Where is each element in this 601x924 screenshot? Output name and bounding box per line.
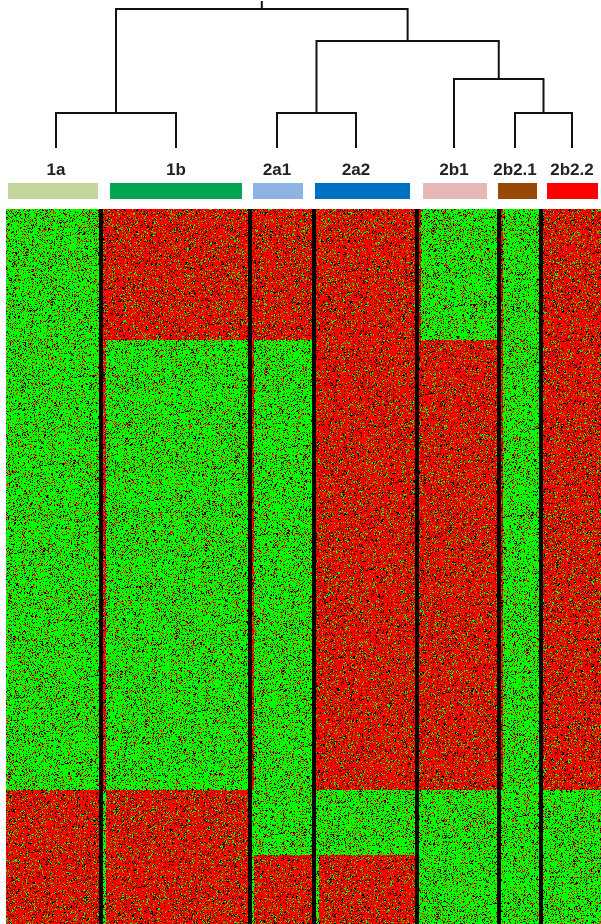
cluster-separator-6 (539, 209, 543, 924)
cluster-separator-4 (415, 209, 419, 924)
dendrogram-branch-1 (55, 112, 177, 148)
cluster-label-2b2-2: 2b2.2 (550, 160, 594, 179)
dendrogram (55, 1, 573, 148)
heatmap-matrix (6, 209, 601, 924)
cluster-label-1a: 1a (46, 160, 66, 179)
dendrogram-branch-2a (276, 112, 357, 148)
cluster-color-bar-1a (8, 183, 98, 199)
cluster-label-2b2-1: 2b2.1 (493, 160, 537, 179)
dendrogram-branch-2b2 (514, 112, 573, 148)
cluster-color-bar-2b2-2 (547, 183, 598, 199)
cluster-separator-3 (312, 209, 316, 924)
cluster-separator-1 (99, 209, 103, 924)
cluster-label-2a2: 2a2 (341, 160, 371, 179)
dendrogram-branch-2 (315, 40, 500, 113)
cluster-color-bar-2a2 (315, 183, 410, 199)
cluster-color-bar-2a1 (253, 183, 303, 199)
cluster-color-bar-2b1 (423, 183, 487, 199)
cluster-color-bar-1b (110, 183, 242, 199)
dendrogram-branch-root (115, 8, 409, 113)
cluster-label-2a1: 2a1 (262, 160, 292, 179)
cluster-color-bar-2b2-1 (498, 183, 537, 199)
cluster-separator-2 (248, 209, 252, 924)
cluster-label-1b: 1b (166, 160, 186, 179)
cluster-separator-5 (497, 209, 501, 924)
cluster-label-2b1: 2b1 (439, 160, 469, 179)
